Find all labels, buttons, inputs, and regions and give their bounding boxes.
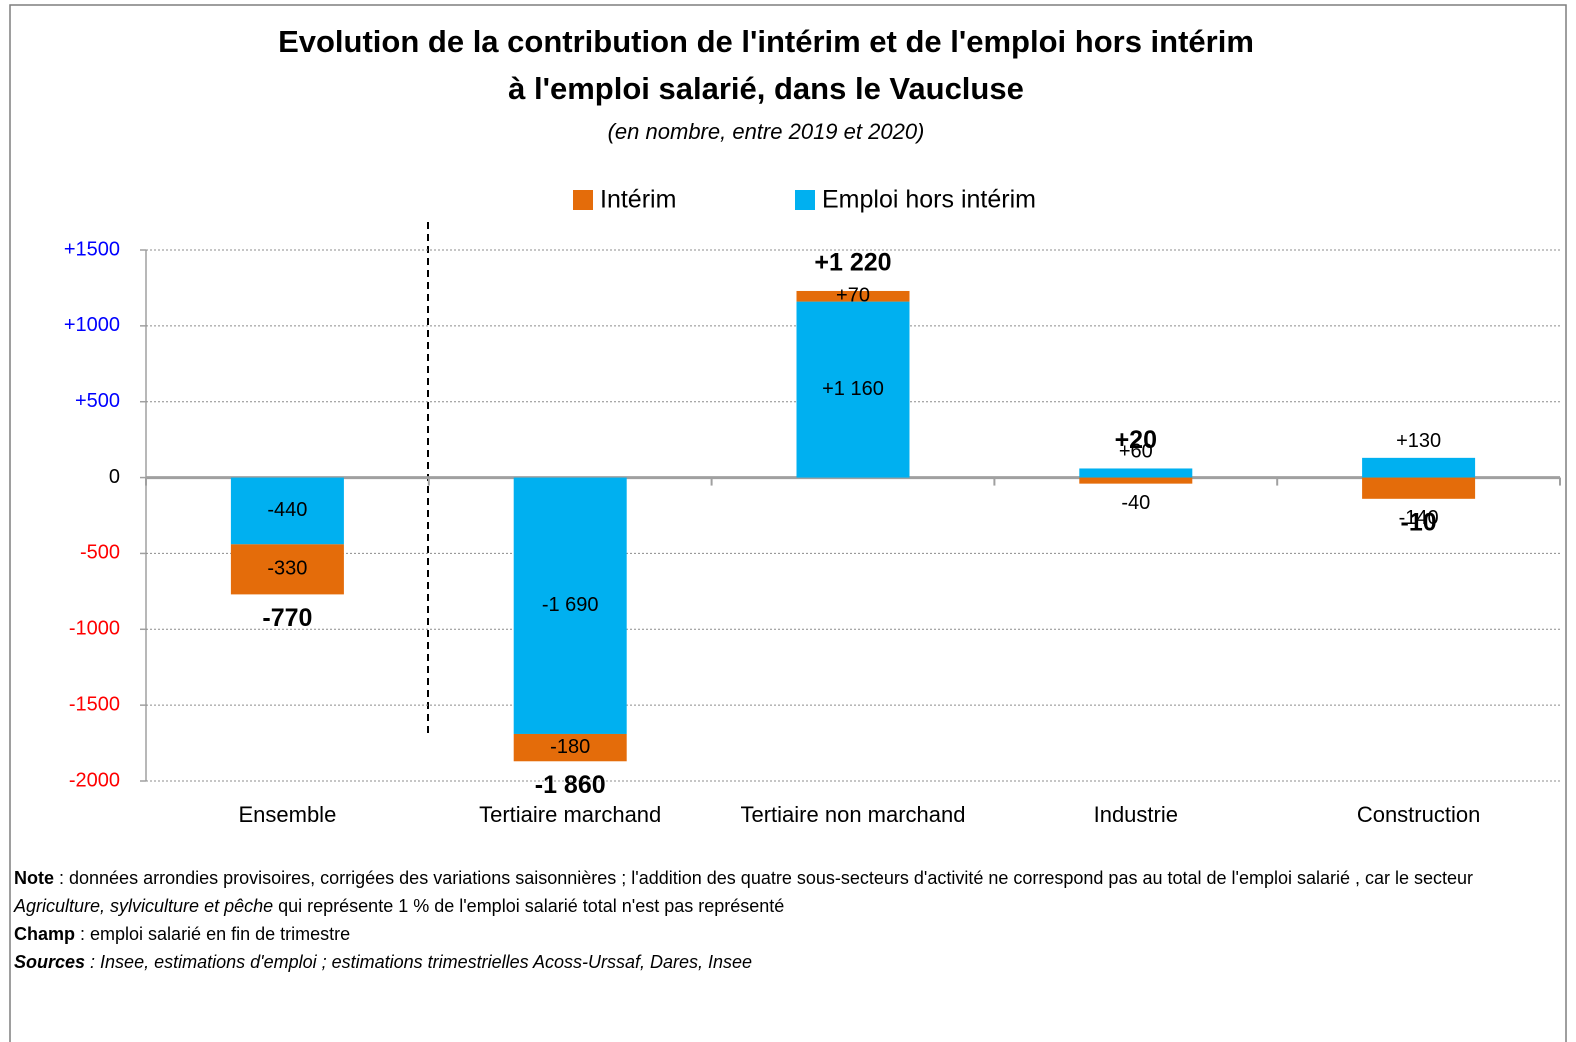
note-text: : emploi salarié en fin de trimestre — [75, 924, 351, 944]
y-tick-label: +1000 — [64, 314, 120, 336]
bar-segment — [230, 477, 344, 545]
value-label: -40 — [1121, 492, 1150, 514]
bar-segment — [1079, 468, 1193, 478]
bar-segment — [513, 477, 627, 734]
value-label: +1 160 — [822, 378, 884, 400]
legend-label: Emploi hors intérim — [822, 186, 1036, 214]
bar-segment — [513, 733, 627, 762]
bar-segment — [230, 544, 344, 595]
note-text: : données arrondies provisoires, corrigé… — [54, 868, 1474, 888]
y-tick-label: 0 — [109, 466, 120, 488]
x-tick-label: Tertiaire marchand — [479, 802, 661, 827]
value-label: -440 — [267, 499, 307, 521]
bar-segment — [1362, 477, 1476, 499]
value-label: -180 — [550, 736, 590, 758]
bar-segment — [796, 301, 910, 478]
champ: Champ : emploi salarié en fin de trimest… — [14, 920, 1504, 948]
value-label: -1 690 — [542, 594, 599, 616]
value-label: -140 — [1399, 507, 1439, 529]
y-tick-label: +500 — [75, 390, 120, 412]
chart-subtitle: (en nombre, entre 2019 et 2020) — [608, 119, 925, 144]
total-label: +20 — [1115, 426, 1157, 454]
total-label: -1 860 — [535, 771, 606, 799]
note-text: qui représente 1 % de l'emploi salarié t… — [273, 896, 785, 916]
value-label: +60 — [1119, 441, 1153, 463]
chart-title: Evolution de la contribution de l'intéri… — [278, 24, 1254, 59]
x-tick-label: Industrie — [1094, 802, 1178, 827]
bar-segment — [796, 290, 910, 302]
bar-segment — [1079, 477, 1193, 484]
total-label: -770 — [262, 604, 312, 632]
note: Note : données arrondies provisoires, co… — [14, 864, 1504, 920]
chart-title: à l'emploi salarié, dans le Vaucluse — [508, 71, 1024, 106]
legend-swatch — [795, 190, 815, 210]
x-tick-label: Tertiaire non marchand — [740, 802, 965, 827]
note-text: : Insee, estimations d'emploi ; estimati… — [85, 952, 753, 972]
value-label: +130 — [1396, 430, 1441, 452]
legend-label: Intérim — [600, 186, 676, 214]
notes: Note : données arrondies provisoires, co… — [14, 864, 1504, 976]
total-label: +1 220 — [814, 249, 891, 277]
y-tick-label: -1500 — [69, 693, 120, 715]
legend-swatch — [573, 190, 593, 210]
y-tick-label: +1500 — [64, 238, 120, 260]
y-tick-label: -1000 — [69, 618, 120, 640]
x-tick-label: Construction — [1357, 802, 1481, 827]
frame — [9, 4, 1567, 1042]
note-text: Agriculture, sylviculture et pêche — [14, 896, 274, 916]
bar-segment — [1362, 457, 1476, 478]
y-tick-label: -2000 — [69, 769, 120, 791]
sources: Sources : Insee, estimations d'emploi ; … — [14, 948, 1504, 976]
y-tick-label: -500 — [80, 542, 120, 564]
note-label: Sources — [14, 952, 86, 972]
note-label: Champ — [14, 924, 76, 944]
value-label: +70 — [836, 285, 870, 307]
total-label: -10 — [1401, 508, 1437, 536]
x-tick-label: Ensemble — [238, 802, 336, 827]
value-label: -330 — [267, 558, 307, 580]
note-label: Note — [14, 868, 54, 888]
